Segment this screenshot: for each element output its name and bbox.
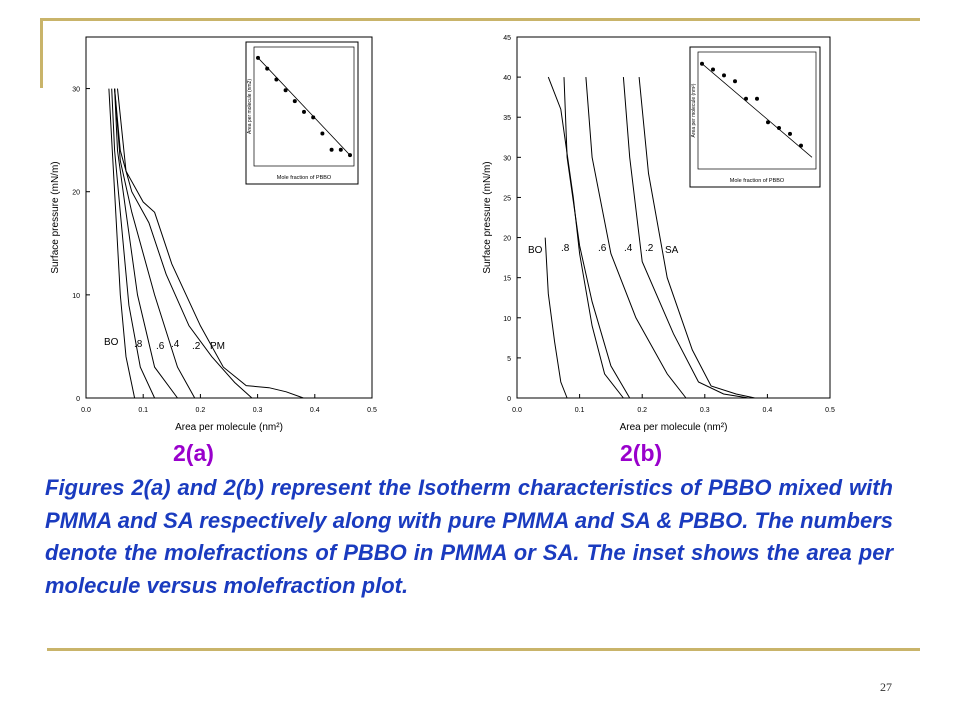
chart-b-series-label: .2 xyxy=(645,243,654,254)
chart-b-x-tick-label: 0.5 xyxy=(825,407,835,414)
chart-b-x-tick-label: 0.3 xyxy=(700,407,710,414)
chart-a-inset-y-label: Area per molecule (nm2) xyxy=(247,79,253,134)
chart-a-x-tick-label: 0.3 xyxy=(253,407,263,414)
chart-a-inset-point xyxy=(292,99,297,104)
chart-b-inset-y-label: Area per molecule (nm²) xyxy=(691,83,697,137)
chart-b-y-tick-label: 40 xyxy=(503,75,511,82)
chart-b-series-label: SA xyxy=(665,245,679,256)
chart-a-x-tick-label: 0.5 xyxy=(367,407,377,414)
chart-a-inset-frame xyxy=(245,41,359,185)
chart-a-series-line-1 xyxy=(111,88,156,399)
page-number: 27 xyxy=(880,680,892,694)
chart-b-y-tick-label: 25 xyxy=(503,195,511,202)
chart-a-inset-point xyxy=(329,147,334,152)
chart-a-inset-point xyxy=(311,115,316,120)
chart-b-x-tick-label: 0.0 xyxy=(512,407,522,414)
chart-b-inset-frame xyxy=(689,46,821,188)
chart-a-series-label: .6 xyxy=(156,341,165,352)
chart-b-y-tick-label: 35 xyxy=(503,115,511,122)
chart-a-inset-point xyxy=(265,66,270,71)
chart-a-series-label: .8 xyxy=(134,339,143,350)
chart-b-x-tick-label: 0.4 xyxy=(763,407,773,414)
chart-a-inset-point xyxy=(338,147,343,152)
figure-caption: Figures 2(a) and 2(b) represent the Isot… xyxy=(45,475,893,598)
chart-a-series-line-3 xyxy=(114,88,196,399)
chart-b-series-line-0 xyxy=(544,237,568,399)
chart-a-x-tick-label: 0.4 xyxy=(310,407,320,414)
chart-b-y-tick-label: 20 xyxy=(503,236,511,243)
chart-b-series-line-1 xyxy=(547,76,624,399)
chart-b-series-label: BO xyxy=(528,245,543,256)
chart-a-inset-point xyxy=(274,77,279,82)
chart-b-y-tick-label: 10 xyxy=(503,316,511,323)
chart-a-series-label: .4 xyxy=(171,339,180,350)
left-accent-rule xyxy=(40,18,43,88)
chart-a-x-tick-label: 0.2 xyxy=(196,407,206,414)
chart-b-inset-point xyxy=(755,96,759,101)
chart-b-inset-point xyxy=(766,120,770,125)
chart-b-series-line-2 xyxy=(563,77,631,399)
chart-b-inset-point xyxy=(722,73,726,78)
chart-b-inset-point xyxy=(777,126,781,131)
chart-b-inset-point xyxy=(788,131,792,136)
chart-a-inset-point xyxy=(320,131,325,136)
chart-a-series-line-4 xyxy=(114,88,253,399)
chart-a-series-line-5 xyxy=(117,88,304,399)
bottom-accent-rule xyxy=(47,648,920,651)
chart-b-inset-point xyxy=(799,143,803,148)
chart-b-inset-axes xyxy=(697,51,817,170)
chart-a-series-line-2 xyxy=(114,88,178,399)
chart-a-inset-point xyxy=(283,88,288,93)
chart-b-y-tick-label: 45 xyxy=(503,35,511,42)
chart-b-y-tick-label: 15 xyxy=(503,276,511,283)
chart-a-series-line-0 xyxy=(108,88,136,399)
chart-a-inset-fit-line xyxy=(257,57,351,156)
chart-a-inset-axes xyxy=(253,46,355,167)
chart-a-x-tick-label: 0.0 xyxy=(81,407,91,414)
chart-b-inset-point xyxy=(711,67,715,72)
chart-b-series-label: .8 xyxy=(561,243,570,254)
top-accent-rule xyxy=(40,18,920,21)
chart-a-inset-point xyxy=(302,109,306,114)
chart-a-x-tick-label: 0.1 xyxy=(138,407,148,414)
chart-a-inset-point xyxy=(256,55,260,60)
chart-b-inset-point xyxy=(700,61,704,66)
chart-a-y-axis-label: Surface pressure (mN/m) xyxy=(50,161,61,273)
chart-b-series-label: .4 xyxy=(624,243,633,254)
chart-b-inset-point xyxy=(733,79,737,84)
chart-b-series-line-5 xyxy=(638,77,756,399)
chart-b-inset-point xyxy=(744,96,748,101)
figure-label-2a: 2(a) xyxy=(173,440,214,466)
chart-a-series-label: BO xyxy=(104,337,119,348)
chart-a-y-tick-label: 10 xyxy=(72,293,80,300)
chart-b-inset-fit-line xyxy=(701,63,813,158)
chart-b-y-tick-label: 5 xyxy=(507,356,511,363)
chart-b-y-axis-label: Surface pressure (mN/m) xyxy=(482,161,493,273)
chart-b-series-label: .6 xyxy=(598,243,607,254)
chart-b-inset-x-label: Mole fraction of PBBO xyxy=(730,178,785,184)
chart-a-y-tick-label: 0 xyxy=(76,396,80,403)
chart-a-inset-x-label: Mole fraction of PBBO xyxy=(277,175,332,181)
chart-b-x-tick-label: 0.1 xyxy=(575,407,585,414)
chart-a-inset-point xyxy=(348,153,352,158)
figure-label-2b: 2(b) xyxy=(620,440,663,466)
chart-a-x-axis-label: Area per molecule (nm²) xyxy=(175,422,283,433)
chart-b-x-tick-label: 0.2 xyxy=(637,407,647,414)
chart-a-y-tick-label: 20 xyxy=(72,190,80,197)
chart-b-y-tick-label: 30 xyxy=(503,155,511,162)
chart-a-y-tick-label: 30 xyxy=(72,87,80,94)
chart-b-series-line-3 xyxy=(585,77,687,399)
chart-a-series-label: .2 xyxy=(192,341,201,352)
chart-b-plot-frame xyxy=(516,36,831,399)
chart-b-series-line-4 xyxy=(622,77,749,399)
chart-b-x-axis-label: Area per molecule (nm²) xyxy=(620,422,728,433)
chart-a-plot-frame xyxy=(85,36,373,399)
chart-a-series-label: PM xyxy=(210,341,225,352)
chart-b-y-tick-label: 0 xyxy=(507,396,511,403)
